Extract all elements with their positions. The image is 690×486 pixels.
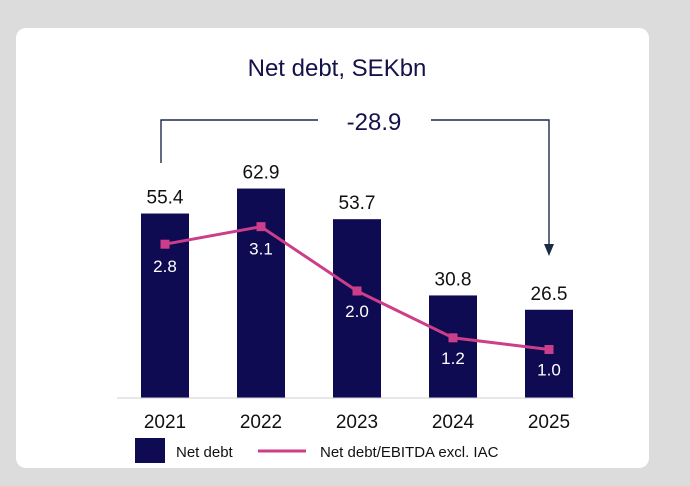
ratio-value-label: 1.2 xyxy=(441,349,465,368)
bar-2024 xyxy=(429,295,477,398)
change-bracket-right xyxy=(431,119,550,246)
bar-2023 xyxy=(333,219,381,398)
ratio-point xyxy=(544,345,554,354)
bar-value-label: 30.8 xyxy=(435,269,472,290)
ratio-value-label: 2.8 xyxy=(153,257,177,276)
legend-label-ratio: Net debt/EBITDA excl. IAC xyxy=(320,444,499,461)
chart-title: Net debt, SEKbn xyxy=(248,55,427,82)
x-tick-label: 2022 xyxy=(240,412,282,433)
ratio-value-label: 1.0 xyxy=(537,361,561,380)
legend-swatch-net-debt xyxy=(135,438,165,463)
bar-value-label: 55.4 xyxy=(147,188,184,209)
change-label: -28.9 xyxy=(347,109,402,136)
arrow-head-icon xyxy=(544,244,554,256)
ratio-point xyxy=(256,222,266,232)
bar-value-label: 26.5 xyxy=(531,284,568,305)
bar-value-label: 62.9 xyxy=(243,163,280,184)
ratio-point xyxy=(160,239,170,249)
x-tick-label: 2023 xyxy=(336,412,378,433)
x-tick-label: 2025 xyxy=(528,412,570,433)
x-tick-label: 2024 xyxy=(432,412,475,433)
x-tick-label: 2021 xyxy=(144,412,186,433)
ratio-point xyxy=(448,333,458,343)
legend-label-net-debt: Net debt xyxy=(176,444,234,461)
ratio-point xyxy=(352,286,362,296)
ratio-value-label: 3.1 xyxy=(249,240,273,259)
ratio-value-label: 2.0 xyxy=(345,302,369,321)
bar-value-label: 53.7 xyxy=(339,193,376,214)
bar-2022 xyxy=(237,188,285,398)
change-bracket-left xyxy=(160,119,318,163)
